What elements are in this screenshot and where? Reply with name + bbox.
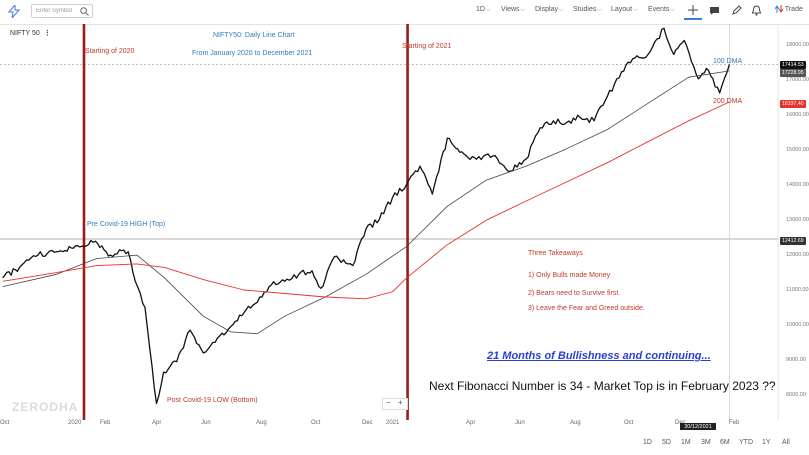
y-tick: 16000.00 [786, 112, 809, 118]
x-tick: Jun [515, 420, 525, 426]
zoom-out-button[interactable]: − [386, 398, 391, 407]
chevron-down-icon: ⌵ [597, 7, 602, 13]
chevron-down-icon: ⌵ [633, 7, 638, 13]
x-tick: Oct [624, 420, 634, 426]
events-menu[interactable]: Events⌵ [648, 6, 675, 14]
crosshair-button[interactable] [684, 2, 702, 20]
x-tick: Apr [152, 420, 162, 426]
takeaway-1: 1) Only Bulls made Money [528, 272, 611, 279]
studies-menu[interactable]: Studies⌵ [573, 6, 602, 14]
dma200-price-tag: 16337.40 [780, 100, 806, 108]
nifty50-price-line [2, 27, 731, 405]
dma100-annotation: 100 DMA [713, 58, 743, 65]
range-bar: 1D 5D 1M 3M 6M YTD 1Y All [0, 430, 809, 455]
symbol-name: NIFTY 50 [10, 30, 40, 37]
dma200-annotation: 200 DMA [713, 98, 743, 105]
display-label: Display [535, 6, 558, 13]
y-tick: 17000.00 [786, 77, 809, 83]
x-tick: Aug [256, 420, 267, 426]
crosshair-icon [688, 5, 698, 15]
y-tick: 15000.00 [786, 147, 809, 153]
range-1y[interactable]: 1Y [762, 439, 771, 446]
views-label: Views [501, 6, 520, 13]
display-menu[interactable]: Display⌵ [535, 6, 564, 14]
y-tick: 11000.00 [786, 287, 809, 293]
layout-label: Layout [611, 6, 633, 13]
range-1m[interactable]: 1M [681, 439, 691, 446]
pencil-draw-icon[interactable] [731, 5, 742, 16]
symbol-search[interactable] [31, 4, 93, 18]
trade-button[interactable]: Trade [774, 4, 803, 14]
search-input[interactable] [36, 6, 80, 16]
chart-area[interactable] [0, 24, 809, 430]
x-tick: Dec [362, 420, 373, 426]
comment-icon[interactable] [709, 6, 720, 16]
more-options-icon[interactable]: ⋮ [43, 30, 51, 37]
crosshair-date-label: 30/12/2021 [680, 423, 716, 432]
last-price-tag: 17414.53 [780, 61, 806, 69]
y-tick: 13000.00 [786, 217, 809, 223]
takeaway-2: 2) Bears need to Survive first. [528, 290, 621, 297]
fibonacci-annotation: Next Fibonacci Number is 34 - Market Top… [429, 379, 776, 393]
start-2021-annotation: Starting of 2021 [402, 43, 452, 50]
dma200-line [2, 101, 730, 300]
level-price-tag: 12412.69 [780, 237, 806, 245]
x-tick: 2020 [68, 420, 82, 426]
x-tick: Aug [570, 420, 581, 426]
range-all[interactable]: All [782, 439, 790, 446]
chevron-down-icon: ⌵ [485, 7, 491, 13]
chevron-down-icon: ⌵ [558, 7, 564, 13]
start-2020-annotation: Starting of 2020 [85, 48, 135, 55]
dma100-line [2, 70, 730, 335]
x-tick: 2021 [386, 420, 400, 426]
interval-label: 1D [476, 6, 485, 13]
range-6m[interactable]: 6M [720, 439, 730, 446]
zoom-in-button[interactable]: + [398, 398, 403, 407]
headline-annotation: 21 Months of Bullishness and continuing.… [487, 350, 711, 362]
alert-bell-icon[interactable] [751, 5, 762, 16]
zoom-controls: − + [382, 398, 408, 410]
trade-label: Trade [784, 5, 803, 13]
lightning-logo-icon[interactable] [8, 5, 20, 18]
y-tick: 8000.00 [786, 392, 806, 398]
x-tick: Oct [0, 420, 10, 426]
symbol-label[interactable]: NIFTY 50 ⋮ [10, 29, 51, 37]
trade-icon [774, 5, 784, 13]
layout-menu[interactable]: Layout⌵ [611, 6, 638, 14]
events-label: Events [648, 6, 670, 13]
range-3m[interactable]: 3M [701, 439, 711, 446]
y-tick: 10000.00 [786, 322, 809, 328]
chart-subtitle-annotation: From January 2020 to December 2021 [192, 50, 313, 57]
chevron-down-icon: ⌵ [520, 7, 526, 13]
dma100-price-tag: 17228.95 [780, 69, 806, 77]
top-toolbar: 1D⌵ Views⌵ Display⌵ Studies⌵ Layout⌵ Eve… [0, 0, 809, 25]
x-tick: Oct [311, 420, 321, 426]
x-tick: Jun [201, 420, 211, 426]
chevron-down-icon: ⌵ [670, 7, 675, 13]
takeaways-title: Three Takeaways [528, 250, 583, 257]
studies-label: Studies [573, 6, 597, 13]
x-tick: Feb [100, 420, 111, 426]
search-icon[interactable] [80, 7, 89, 16]
zerodha-watermark: ZERODHA [12, 400, 79, 414]
y-tick: 9000.00 [786, 357, 806, 363]
pre-covid-annotation: Pre Covid-19 HIGH (Top) [87, 221, 166, 228]
interval-dropdown[interactable]: 1D⌵ [476, 6, 491, 14]
range-5d[interactable]: 5D [662, 439, 671, 446]
x-tick: Feb [729, 420, 740, 426]
y-tick: 14000.00 [786, 182, 809, 188]
views-menu[interactable]: Views⌵ [501, 6, 525, 14]
range-ytd[interactable]: YTD [739, 439, 753, 446]
y-tick: 12000.00 [786, 252, 809, 258]
takeaway-3: 3) Leave the Fear and Greed outside. [528, 305, 645, 312]
post-covid-annotation: Post Covid-19 LOW (Bottom) [167, 397, 258, 404]
x-tick: Apr [466, 420, 476, 426]
range-1d[interactable]: 1D [643, 439, 652, 446]
y-tick: 18000.00 [786, 42, 809, 48]
chart-title-annotation: NIFTY50: Daily Line Chart [213, 32, 295, 39]
price-chart[interactable] [0, 24, 809, 430]
